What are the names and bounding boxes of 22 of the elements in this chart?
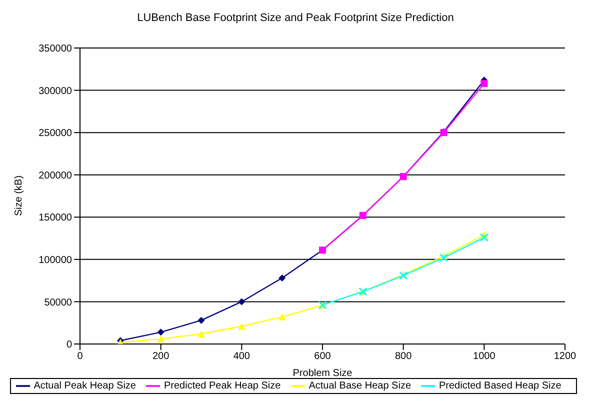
x-tick-label: 0 <box>77 351 84 362</box>
x-tick-label: 1000 <box>473 351 496 362</box>
y-tick-label: 0 <box>66 340 72 351</box>
legend-label: Predicted Peak Heap Size <box>164 380 281 392</box>
y-tick-label: 200000 <box>38 170 72 182</box>
x-tick-label: 400 <box>233 351 250 362</box>
x-tick-label: 1200 <box>554 351 577 362</box>
y-tick-label: 50000 <box>44 297 72 308</box>
y-tick-label: 250000 <box>38 128 72 140</box>
y-axis-title: Size (kB) <box>14 175 25 216</box>
legend-label: Predicted Based Heap Size <box>439 380 562 392</box>
legend-label: Actual Base Heap Size <box>308 380 411 392</box>
y-tick-label: 100000 <box>38 254 72 266</box>
legend-label: Actual Peak Heap Size <box>34 380 136 392</box>
x-tick-label: 600 <box>314 351 332 362</box>
y-tick-label: 150000 <box>38 212 72 224</box>
x-axis-title: Problem Size <box>292 368 353 379</box>
y-tick-label: 350000 <box>38 44 72 55</box>
x-tick-label: 800 <box>394 351 412 362</box>
y-tick-label: 300000 <box>38 86 72 97</box>
x-tick-label: 200 <box>152 351 170 362</box>
chart-title: LUBench Base Footprint Size and Peak Footprint Size Prediction <box>136 11 455 26</box>
